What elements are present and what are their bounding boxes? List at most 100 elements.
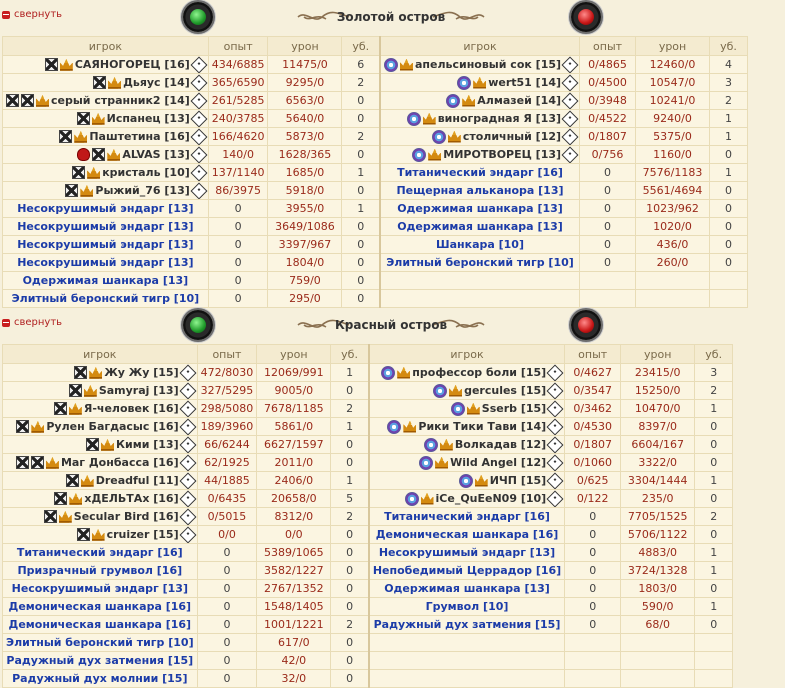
collapse-label[interactable]: свернуть bbox=[14, 317, 63, 328]
player-name-link[interactable]: Волкадав [12] bbox=[454, 437, 547, 451]
player-name-link[interactable]: кристаль [10] bbox=[102, 165, 190, 179]
column-header-player[interactable]: игрок bbox=[2, 344, 198, 364]
column-header-kills[interactable]: уб. bbox=[709, 36, 749, 56]
player-name-link[interactable]: cruizer [15] bbox=[106, 527, 179, 541]
info-icon[interactable] bbox=[561, 92, 579, 109]
player-name-link[interactable]: Dreadful [11] bbox=[95, 473, 179, 487]
info-icon[interactable] bbox=[561, 128, 579, 145]
player-name-link[interactable]: серый странник2 [14] bbox=[51, 93, 190, 107]
info-icon[interactable] bbox=[546, 454, 564, 471]
info-icon[interactable] bbox=[190, 92, 208, 109]
player-name-link[interactable]: Маг Донбасса [16] bbox=[60, 455, 179, 469]
column-header-damage[interactable]: урон bbox=[256, 344, 332, 364]
collapse-link[interactable]: свернуть bbox=[2, 9, 62, 20]
player-name-link[interactable]: САЯНОГОРЕЦ [16] bbox=[74, 57, 190, 71]
info-icon[interactable] bbox=[190, 56, 208, 73]
cross-icon bbox=[74, 366, 88, 380]
column-header-exp[interactable]: опыт bbox=[564, 344, 622, 364]
player-cell: wert51 [14] bbox=[378, 73, 581, 92]
crown-icon bbox=[36, 94, 49, 107]
player-name-link[interactable]: iCe_QuEeN09 [10] bbox=[435, 491, 547, 505]
info-icon[interactable] bbox=[546, 490, 564, 507]
player-name-link[interactable]: gercules [15] bbox=[464, 383, 547, 397]
collapse-icon[interactable] bbox=[2, 10, 10, 19]
player-name-link[interactable]: Кими [13] bbox=[116, 437, 179, 451]
info-icon[interactable] bbox=[561, 74, 579, 91]
info-icon[interactable] bbox=[561, 56, 579, 73]
collapse-icon[interactable] bbox=[2, 318, 10, 327]
player-name-link[interactable]: Алмазей [14] bbox=[477, 93, 562, 107]
info-icon[interactable] bbox=[190, 182, 208, 199]
stat-kills: 0 bbox=[709, 253, 749, 272]
column-header-damage[interactable]: урон bbox=[267, 36, 343, 56]
player-cell: САЯНОГОРЕЦ [16] bbox=[2, 55, 209, 74]
stat-kills: 0 bbox=[341, 235, 381, 254]
column-header-exp[interactable]: опыт bbox=[196, 344, 258, 364]
player-name-link[interactable]: ИЧП [15] bbox=[489, 473, 547, 487]
info-icon[interactable] bbox=[179, 418, 197, 435]
column-header-damage[interactable]: урон bbox=[635, 36, 711, 56]
info-icon[interactable] bbox=[546, 382, 564, 399]
stat-exp: 0 bbox=[579, 253, 637, 272]
player-name-link[interactable]: Samyraj [13] bbox=[98, 383, 179, 397]
player-name-link[interactable]: Рыжий_76 [13] bbox=[95, 183, 190, 197]
info-icon[interactable] bbox=[546, 400, 564, 417]
player-cell: Одержимая шанкара [13] bbox=[367, 579, 566, 598]
column-header-player[interactable]: игрок bbox=[367, 344, 566, 364]
player-name-link[interactable]: виноградная Я [13] bbox=[437, 111, 562, 125]
info-icon[interactable] bbox=[546, 364, 564, 381]
info-icon[interactable] bbox=[179, 490, 197, 507]
player-name-link[interactable]: Рики Тики Тави [14] bbox=[418, 419, 547, 433]
info-icon[interactable] bbox=[179, 436, 197, 453]
stat-kills: 0 bbox=[341, 145, 381, 164]
info-icon[interactable] bbox=[190, 110, 208, 127]
player-name-link[interactable]: Wild Angel [12] bbox=[450, 455, 547, 469]
info-icon[interactable] bbox=[190, 164, 208, 181]
info-icon[interactable] bbox=[190, 128, 208, 145]
player-name-link[interactable]: Secular Bird [16] bbox=[73, 509, 179, 523]
player-name-link[interactable]: ALVAS [13] bbox=[122, 147, 190, 161]
player-name-link[interactable]: МИРОТВОРЕЦ [13] bbox=[443, 147, 562, 161]
player-name-link[interactable]: профессор боли [15] bbox=[412, 365, 547, 379]
player-name-link[interactable]: хДЕЛЬТАх [16] bbox=[84, 491, 179, 505]
player-name-link[interactable]: Sserb [15] bbox=[481, 401, 547, 415]
player-name-link[interactable]: Дьяус [14] bbox=[123, 75, 190, 89]
info-icon[interactable] bbox=[546, 436, 564, 453]
player-name-link[interactable]: wert51 [14] bbox=[488, 75, 562, 89]
player-name-link[interactable]: столичный [12] bbox=[462, 129, 562, 143]
player-name-link[interactable]: Паштетина [16] bbox=[89, 129, 190, 143]
info-icon[interactable] bbox=[179, 400, 197, 417]
info-icon[interactable] bbox=[546, 472, 564, 489]
info-icon[interactable] bbox=[190, 146, 208, 163]
player-name-link[interactable]: Жу Жу [15] bbox=[104, 365, 179, 379]
info-icon[interactable] bbox=[546, 418, 564, 435]
column-header-kills[interactable]: уб. bbox=[694, 344, 734, 364]
info-icon[interactable] bbox=[179, 454, 197, 471]
column-header-damage[interactable]: урон bbox=[620, 344, 696, 364]
bot-name: Одержимая шанкара [13] bbox=[397, 202, 563, 215]
column-header-player[interactable]: игрок bbox=[2, 36, 209, 56]
column-header-exp[interactable]: опыт bbox=[207, 36, 269, 56]
column-header-kills[interactable]: уб. bbox=[341, 36, 381, 56]
info-icon[interactable] bbox=[179, 472, 197, 489]
collapse-label[interactable]: свернуть bbox=[14, 9, 63, 20]
column-header-exp[interactable]: опыт bbox=[579, 36, 637, 56]
player-name-link[interactable]: Я-человек [16] bbox=[83, 401, 179, 415]
info-icon[interactable] bbox=[179, 382, 197, 399]
bot-name: Радужный дух затмения [15] bbox=[373, 618, 561, 631]
info-icon[interactable] bbox=[561, 146, 579, 163]
player-name-link[interactable]: Рулен Багдасыс [16] bbox=[46, 419, 179, 433]
collapse-link[interactable]: свернуть bbox=[2, 317, 62, 328]
cross-icon bbox=[54, 492, 68, 506]
stat-kills: 0 bbox=[341, 91, 381, 110]
info-icon[interactable] bbox=[179, 364, 197, 381]
info-icon[interactable] bbox=[190, 74, 208, 91]
player-name-link[interactable]: апельсиновый сок [15] bbox=[414, 57, 562, 71]
column-header-kills[interactable]: уб. bbox=[330, 344, 370, 364]
column-header-player[interactable]: игрок bbox=[378, 36, 581, 56]
stat-kills: 1 bbox=[694, 399, 734, 418]
info-icon[interactable] bbox=[561, 110, 579, 127]
info-icon[interactable] bbox=[179, 508, 197, 525]
player-name-link[interactable]: Испанец [13] bbox=[106, 111, 190, 125]
info-icon[interactable] bbox=[179, 526, 197, 543]
